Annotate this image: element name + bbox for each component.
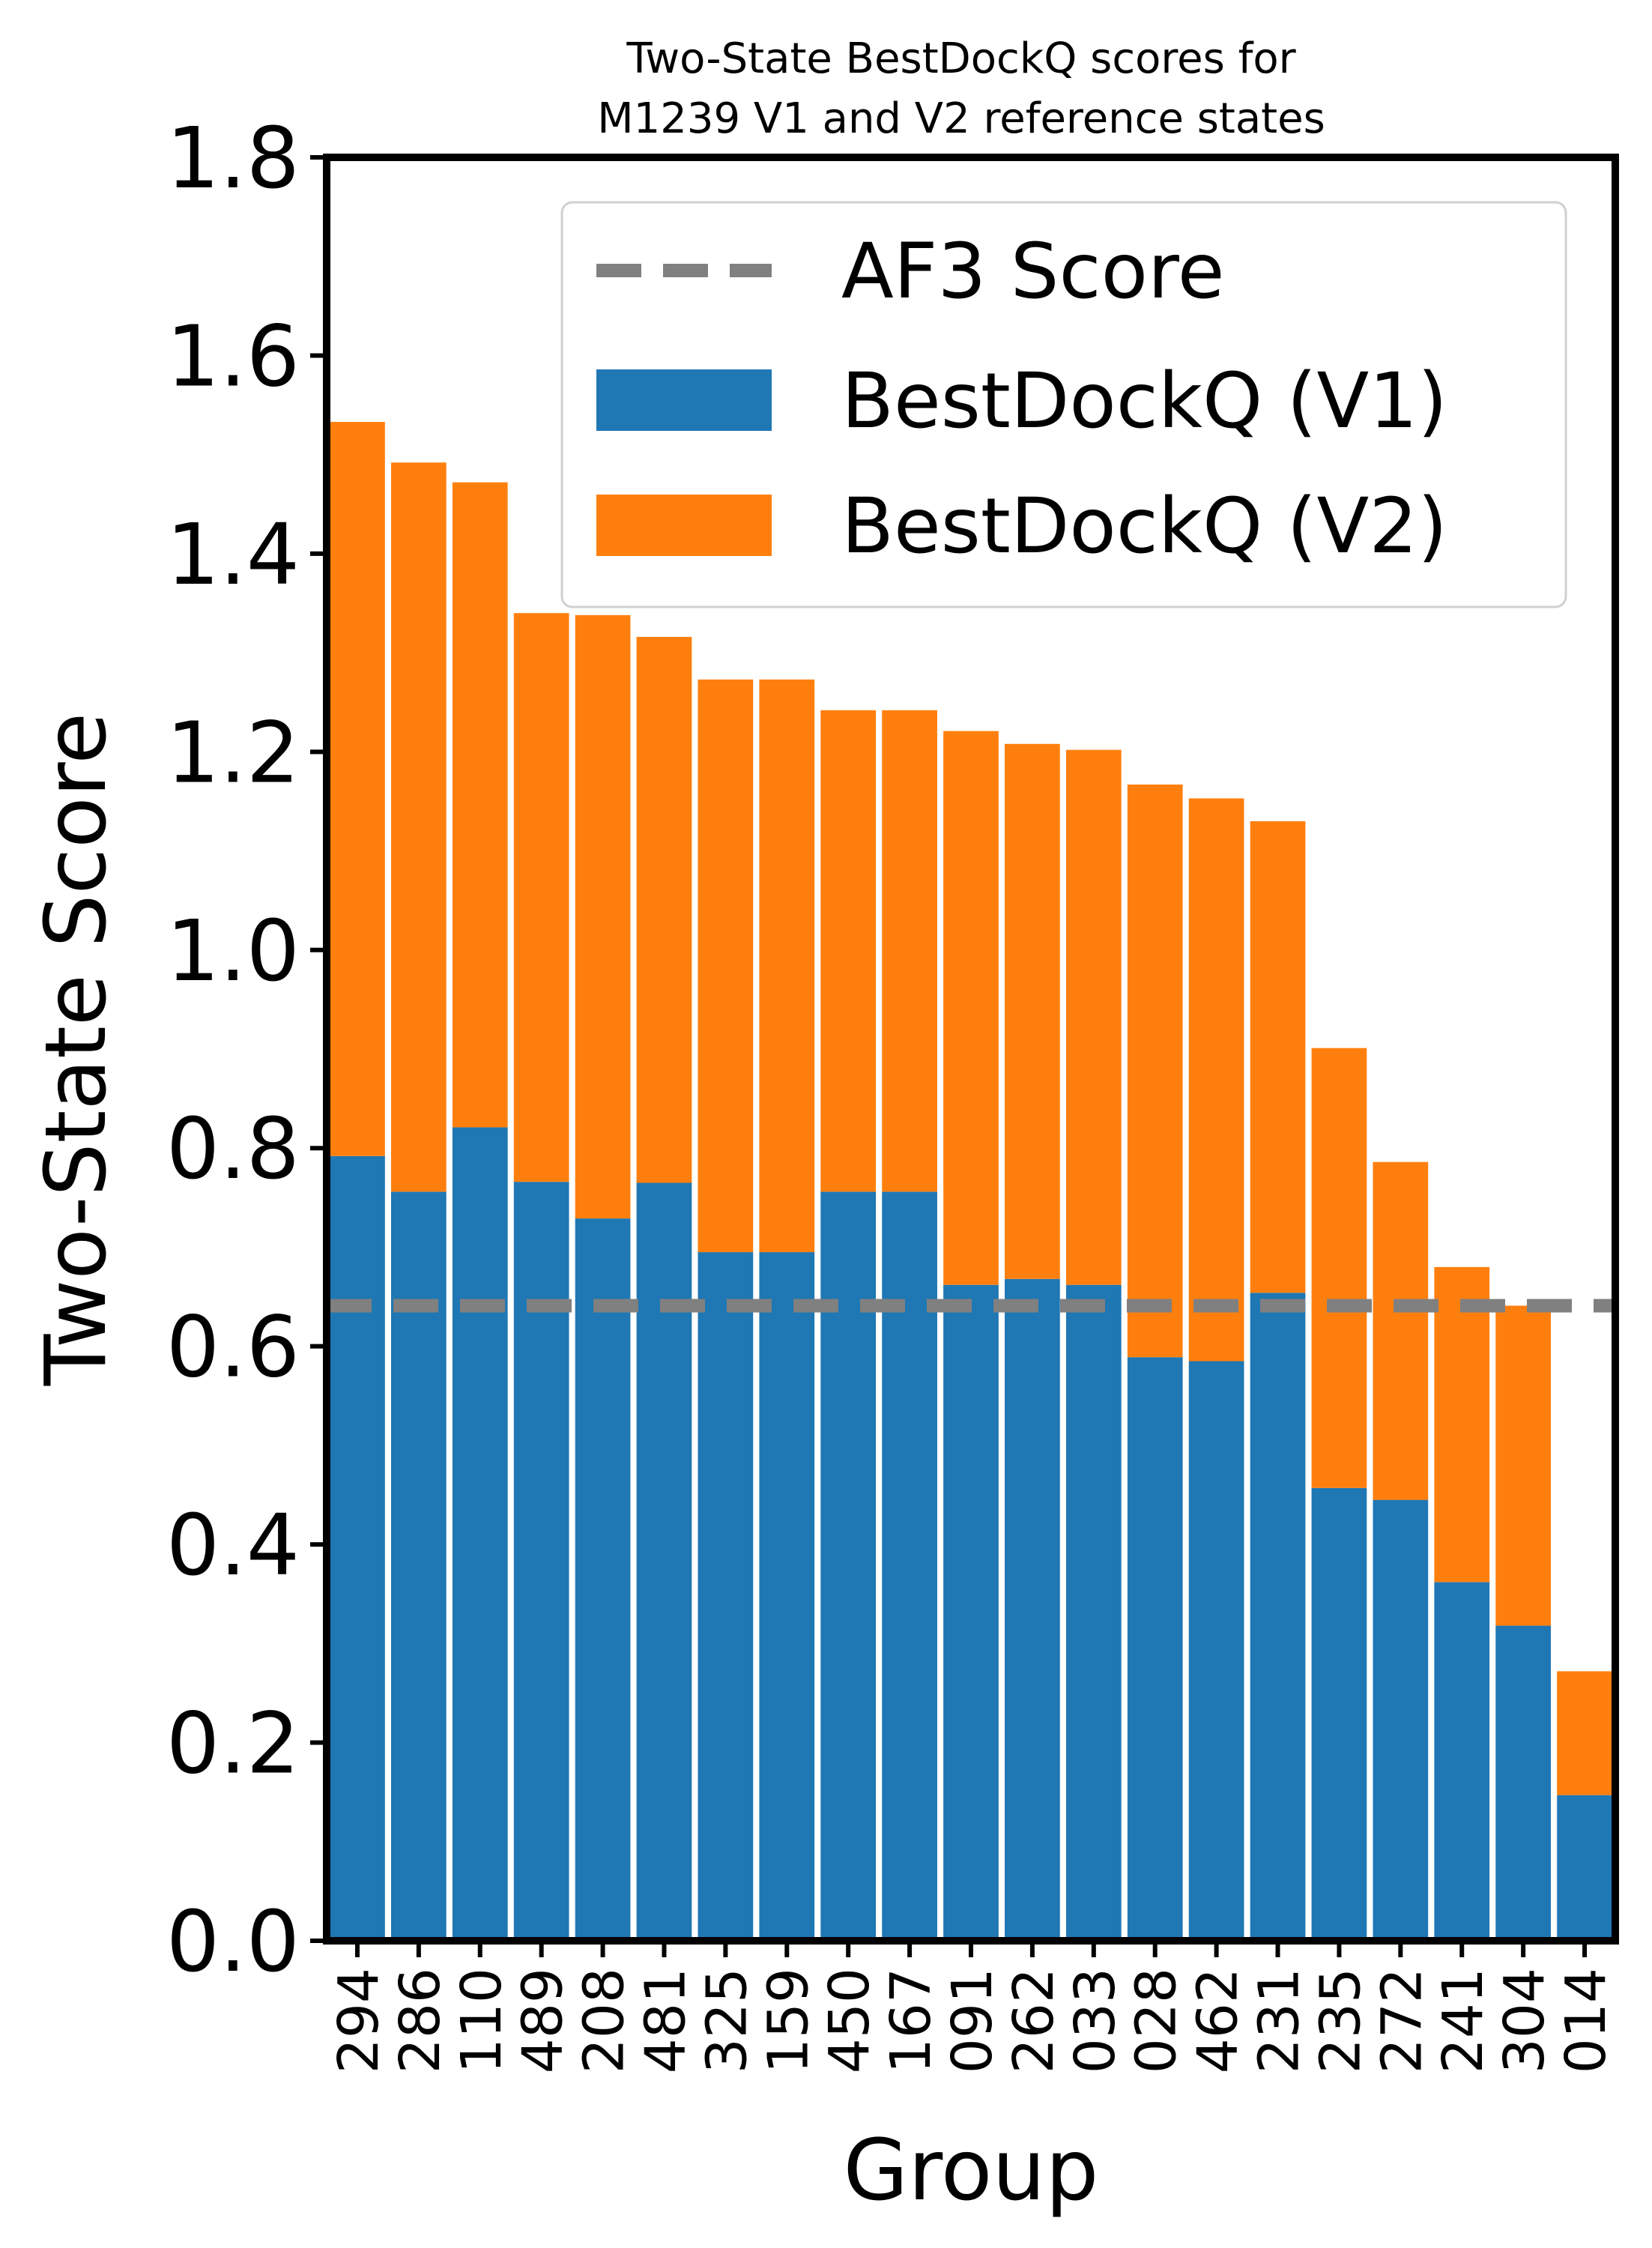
legend-label-af3: AF3 Score — [841, 227, 1224, 316]
x-tick-label: 167 — [879, 1968, 943, 2073]
bar-v1-159 — [759, 1252, 815, 1941]
x-tick-label: 294 — [327, 1968, 391, 2073]
legend-v2-swatch — [596, 495, 772, 556]
bar-v1-286 — [391, 1191, 447, 1941]
plot-frame — [323, 154, 1619, 1945]
legend: AF3 Score BestDockQ (V1) BestDockQ (V2) — [560, 201, 1567, 608]
legend-box — [560, 201, 1567, 608]
bar-v2-286 — [391, 462, 447, 1192]
x-tick-label: 014 — [1554, 1968, 1618, 2073]
bar-v1-294 — [330, 1155, 385, 1941]
bar-v1-110 — [452, 1127, 508, 1941]
bar-v1-272 — [1373, 1499, 1429, 1941]
x-tick-label: 272 — [1370, 1968, 1434, 2073]
y-tick-label: 1.0 — [166, 903, 300, 1000]
x-tick-label: 208 — [572, 1968, 637, 2073]
bar-v2-325 — [698, 679, 754, 1253]
bar-v1-262 — [1005, 1278, 1060, 1941]
y-tick-label: 1.6 — [166, 308, 300, 405]
x-tick-label: 091 — [940, 1968, 1005, 2073]
chart-title-line-2: M1239 V1 and V2 reference states — [597, 94, 1325, 143]
y-tick-label: 1.8 — [166, 110, 300, 208]
bar-v1-462 — [1188, 1361, 1244, 1941]
x-tick-label: 481 — [633, 1968, 698, 2073]
bar-v2-033 — [1065, 749, 1122, 1285]
x-tick-label: 241 — [1431, 1968, 1495, 2073]
bar-v2-294 — [330, 422, 385, 1156]
x-axis-ticks: 2942861104892084813251594501670912620330… — [327, 1941, 1618, 2073]
x-axis-label: Group — [844, 2122, 1099, 2220]
bar-v1-231 — [1250, 1293, 1306, 1941]
bar-v2-028 — [1127, 784, 1183, 1358]
bar-v1-033 — [1065, 1284, 1122, 1941]
x-tick-label: 286 — [388, 1968, 453, 2073]
bar-v1-208 — [575, 1218, 631, 1941]
x-tick-label: 033 — [1063, 1968, 1128, 2073]
bar-v1-325 — [698, 1252, 754, 1941]
bar-v1-450 — [820, 1191, 877, 1941]
bar-v1-167 — [882, 1191, 937, 1941]
y-tick-label: 1.2 — [166, 704, 300, 802]
bar-v1-235 — [1311, 1487, 1367, 1941]
bar-v2-231 — [1250, 821, 1306, 1293]
bar-v2-167 — [882, 710, 937, 1192]
bar-v1-028 — [1127, 1357, 1183, 1941]
y-tick-label: 0.4 — [166, 1497, 300, 1595]
x-tick-label: 450 — [817, 1968, 882, 2073]
bar-v2-241 — [1434, 1266, 1490, 1583]
y-tick-label: 1.4 — [166, 507, 300, 604]
x-tick-label: 159 — [756, 1968, 820, 2073]
bar-series-group — [330, 422, 1612, 1941]
y-axis-label: Two-State Score — [28, 713, 125, 1386]
bar-v1-241 — [1434, 1582, 1490, 1941]
legend-label-v1: BestDockQ (V1) — [841, 357, 1447, 446]
bar-v2-304 — [1495, 1305, 1551, 1626]
x-tick-label: 110 — [450, 1968, 514, 2073]
bar-v1-091 — [943, 1284, 999, 1941]
legend-label-v2: BestDockQ (V2) — [841, 482, 1447, 571]
bar-v2-489 — [513, 613, 569, 1182]
y-tick-label: 0.2 — [166, 1696, 300, 1793]
bar-v2-110 — [452, 482, 508, 1128]
bar-v1-489 — [513, 1182, 569, 1941]
x-tick-label: 262 — [1002, 1968, 1066, 2073]
x-tick-label: 304 — [1492, 1968, 1557, 2073]
bar-v2-272 — [1373, 1161, 1429, 1500]
y-tick-label: 0.6 — [166, 1299, 300, 1397]
bar-v1-304 — [1495, 1625, 1551, 1941]
bar-v2-235 — [1311, 1048, 1367, 1488]
legend-v1-swatch — [596, 369, 772, 431]
bar-v2-091 — [943, 731, 999, 1285]
bar-v1-014 — [1557, 1795, 1612, 1941]
x-tick-label: 489 — [511, 1968, 575, 2073]
y-tick-label: 0.0 — [166, 1894, 300, 1991]
bar-v2-014 — [1557, 1671, 1612, 1795]
x-tick-label: 231 — [1247, 1968, 1312, 2073]
bar-v2-481 — [636, 636, 692, 1183]
x-tick-label: 028 — [1125, 1968, 1189, 2073]
bar-v2-262 — [1005, 743, 1060, 1279]
bar-v1-481 — [636, 1182, 692, 1941]
chart-title-line-1: Two-State BestDockQ scores for — [626, 34, 1296, 83]
bar-v2-462 — [1188, 798, 1244, 1362]
bar-v2-450 — [820, 710, 877, 1192]
x-tick-label: 235 — [1308, 1968, 1373, 2073]
x-tick-label: 325 — [695, 1968, 759, 2073]
y-axis-ticks: 0.0 0.2 0.4 0.6 0.8 1.0 1.2 1.4 1.6 1.8 — [166, 110, 327, 1991]
bar-v2-208 — [575, 614, 631, 1219]
bar-v2-159 — [759, 679, 815, 1253]
y-tick-label: 0.8 — [166, 1101, 300, 1198]
x-tick-label: 462 — [1186, 1968, 1250, 2073]
